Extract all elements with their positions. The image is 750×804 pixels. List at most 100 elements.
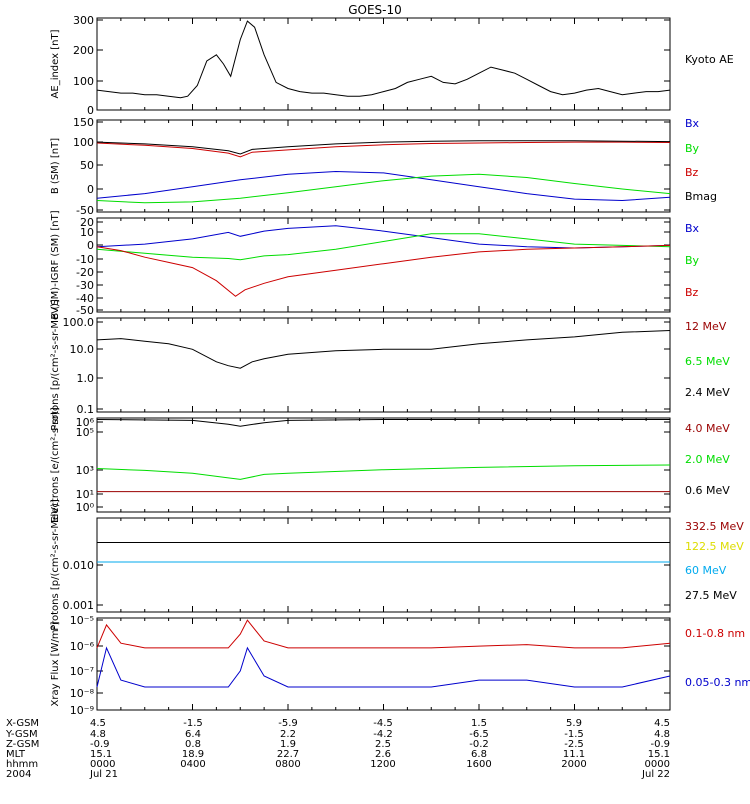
legend-label: 60 MeV (685, 564, 727, 577)
panel-frame (96, 617, 671, 711)
ephemeris-value: 6.4 (185, 729, 201, 740)
y-tick-label: 10⁵ (76, 426, 94, 439)
legend-label: 2.0 MeV (685, 453, 730, 466)
y-tick-label: 100.0 (63, 316, 95, 329)
ephemeris-value: -1.5 (564, 729, 584, 740)
y-tick-label: 1.0 (77, 372, 95, 385)
y-tick-label: 10⁰ (76, 501, 95, 514)
y-tick-label: 10¹ (76, 488, 94, 501)
y-tick-label: 100 (73, 75, 94, 88)
y-tick-label: 300 (73, 14, 94, 27)
ephemeris-value: 0000 (90, 759, 115, 770)
series-line (96, 233, 671, 261)
panel-4: 100.0 10.0 1.0 0.1 Protons [p/(cm²-s-sr-MeV)… (50, 299, 730, 431)
ephemeris-value: 2.5 (375, 739, 391, 750)
y-axis-label: AE_index [nT] (50, 29, 61, 98)
ephemeris-value: 4.8 (654, 729, 670, 740)
ephemeris-value: 15.1 (90, 749, 112, 760)
ephemeris-value: 1600 (466, 759, 491, 770)
y-tick-label: 0 (87, 183, 94, 196)
ephemeris-label: X-GSM (6, 718, 39, 729)
legend-label: Bz (685, 286, 699, 299)
y-tick-label: -30 (76, 279, 94, 292)
ephemeris-value: -5.9 (278, 718, 298, 729)
ephemeris-label: Z-GSM (6, 739, 39, 750)
ephemeris-value: 2.6 (375, 749, 391, 760)
ephemeris-value: -0.9 (90, 739, 110, 750)
ephemeris-label: 2004 (6, 769, 31, 780)
ephemeris-value: -6.5 (469, 729, 489, 740)
legend-label: 2.4 MeV (685, 386, 730, 399)
legend-label: 0.05-0.3 nm (685, 676, 750, 689)
ephemeris-value: -2.5 (564, 739, 584, 750)
ephemeris-value: 0.8 (185, 739, 201, 750)
legend-label: Bx (685, 117, 700, 130)
legend-label: 0.6 MeV (685, 484, 730, 497)
y-tick-label: 10³ (76, 464, 94, 477)
ephemeris-value: 1200 (370, 759, 395, 770)
y-tick-label: 0.1 (77, 403, 95, 416)
ephemeris-value: -0.9 (650, 739, 670, 750)
legend-label: Kyoto AE (685, 53, 734, 66)
legend-label: By (685, 142, 700, 155)
y-tick-label: 10⁻⁹ (70, 704, 94, 717)
legend-label: 27.5 MeV (685, 589, 737, 602)
legend-label: 0.1-0.8 nm (685, 627, 745, 640)
ephemeris-value: 15.1 (648, 749, 670, 760)
ephemeris-label: hhmm (6, 759, 38, 770)
y-tick-label: 100 (73, 136, 94, 149)
series-line (96, 619, 671, 649)
series-line (96, 140, 671, 155)
y-tick-label: 10⁻⁶ (70, 640, 95, 653)
ephemeris-value: 4.8 (90, 729, 106, 740)
ephemeris-value: 18.9 (182, 749, 204, 760)
y-tick-label: 10⁶ (76, 416, 95, 429)
ephemeris-value: 4.5 (654, 718, 670, 729)
y-tick-label: 10 (80, 226, 94, 239)
legend-label: Bz (685, 166, 699, 179)
y-axis-label: Electrons [e/(cm²-s-sr)] (50, 407, 61, 523)
y-axis-label: Xray Flux [W/m²] (50, 621, 61, 706)
panel-1: 300 200 100 0 AE_index [nT] Kyoto AE (50, 14, 734, 117)
y-tick-label: 10.0 (70, 343, 95, 356)
y-tick-label: 0 (87, 104, 94, 117)
series-line (96, 419, 670, 427)
legend-label: 12 MeV (685, 320, 727, 333)
y-tick-label: 150 (73, 116, 94, 129)
panel-frame (96, 217, 671, 313)
series-line (96, 464, 671, 480)
series-line (96, 646, 671, 688)
panel-2: 150 100 50 0 -50 B (SM) [nT] Bx By Bz Bmag (50, 116, 717, 217)
legend-label: By (685, 254, 700, 267)
y-tick-label: 20 (80, 216, 94, 229)
y-tick-label: 0 (87, 239, 94, 252)
ephemeris-label: Y-GSM (5, 729, 38, 740)
panel-frame (96, 417, 671, 513)
y-tick-label: 10⁻⁵ (70, 614, 94, 627)
series-line (96, 20, 671, 99)
ephemeris-value: 4.5 (90, 718, 106, 729)
chart-title: GOES-10 (348, 3, 402, 17)
panel-7: 10⁻⁵ 10⁻⁶ 10⁻⁷ 10⁻⁸ 10⁻⁹ Xray Flux [W/m²] 0.1-… (50, 614, 750, 717)
ephemeris-value: 5.9 (566, 718, 582, 729)
y-axis-label: Protons [p/(cm²-s-sr-MeV)] (50, 299, 61, 431)
ephemeris-value: 0800 (275, 759, 300, 770)
ephemeris-value: -0.2 (469, 739, 489, 750)
legend-label: Bmag (685, 190, 717, 203)
series-line (96, 141, 671, 158)
panel-frame (96, 17, 671, 111)
y-tick-label: -20 (76, 266, 94, 279)
y-tick-label: 10⁻⁸ (70, 687, 95, 700)
y-tick-label: 0.010 (63, 559, 95, 572)
y-tick-label: 0.001 (63, 599, 95, 612)
legend-label: 332.5 MeV (685, 520, 744, 533)
series-line (96, 170, 671, 202)
ephemeris-value: 6.8 (471, 749, 487, 760)
ephemeris-value: -4.5 (373, 718, 393, 729)
y-tick-label: 200 (73, 44, 94, 57)
ephemeris-value: 1.9 (280, 739, 296, 750)
y-axis-label: Protons [p/(cm²-s-sr-MeV)] (50, 499, 61, 631)
